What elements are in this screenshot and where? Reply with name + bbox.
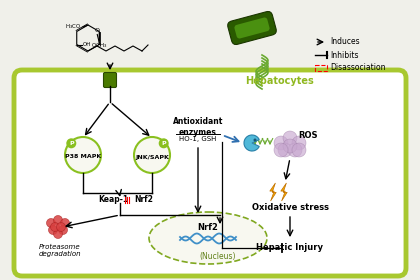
- FancyBboxPatch shape: [103, 73, 116, 87]
- Text: Proteasome
degradation: Proteasome degradation: [39, 244, 81, 257]
- Text: HO-1, GSH: HO-1, GSH: [179, 136, 217, 142]
- Circle shape: [292, 136, 306, 150]
- Text: Inhibits: Inhibits: [330, 50, 359, 60]
- Text: ROS: ROS: [298, 130, 318, 139]
- Circle shape: [283, 139, 297, 153]
- Text: Nrf2: Nrf2: [197, 223, 218, 232]
- Text: O: O: [95, 27, 100, 32]
- Circle shape: [66, 138, 76, 148]
- Circle shape: [50, 223, 60, 232]
- Text: (Nucleus): (Nucleus): [200, 251, 236, 260]
- Text: JNK/SAPK: JNK/SAPK: [135, 155, 169, 160]
- Text: P38 MAPK: P38 MAPK: [65, 155, 101, 160]
- Text: Disassociation: Disassociation: [330, 64, 386, 73]
- Ellipse shape: [149, 212, 267, 264]
- Circle shape: [254, 139, 257, 141]
- Wedge shape: [244, 135, 259, 151]
- Text: Nrf2: Nrf2: [134, 195, 153, 204]
- FancyBboxPatch shape: [234, 17, 270, 39]
- Circle shape: [48, 225, 58, 235]
- Circle shape: [159, 138, 169, 148]
- Text: P: P: [69, 141, 74, 146]
- Text: OH: OH: [83, 42, 91, 47]
- Circle shape: [283, 131, 297, 145]
- Circle shape: [288, 143, 302, 157]
- Circle shape: [65, 137, 101, 173]
- Text: Induces: Induces: [330, 38, 360, 46]
- Circle shape: [57, 223, 66, 232]
- Polygon shape: [281, 183, 287, 201]
- Circle shape: [278, 143, 292, 157]
- Circle shape: [292, 143, 306, 157]
- Circle shape: [53, 216, 63, 225]
- Circle shape: [47, 218, 55, 227]
- Text: H$_3$CO: H$_3$CO: [66, 23, 82, 31]
- Bar: [315, 65, 327, 71]
- FancyBboxPatch shape: [14, 70, 406, 276]
- Text: OCH$_3$: OCH$_3$: [91, 41, 108, 50]
- Circle shape: [274, 143, 288, 157]
- Text: Antioxidant
enzymes: Antioxidant enzymes: [173, 117, 223, 137]
- Circle shape: [58, 225, 68, 235]
- Circle shape: [60, 218, 69, 227]
- Text: P: P: [161, 141, 166, 146]
- Polygon shape: [270, 183, 276, 201]
- Circle shape: [274, 136, 288, 150]
- Text: Hepatic Injury: Hepatic Injury: [257, 244, 323, 253]
- Text: Oxidative stress: Oxidative stress: [252, 202, 328, 211]
- FancyBboxPatch shape: [228, 11, 276, 45]
- Text: Keap-1: Keap-1: [98, 195, 128, 204]
- Circle shape: [134, 137, 170, 173]
- Text: Hepatocytes: Hepatocytes: [246, 76, 315, 86]
- Circle shape: [53, 230, 63, 239]
